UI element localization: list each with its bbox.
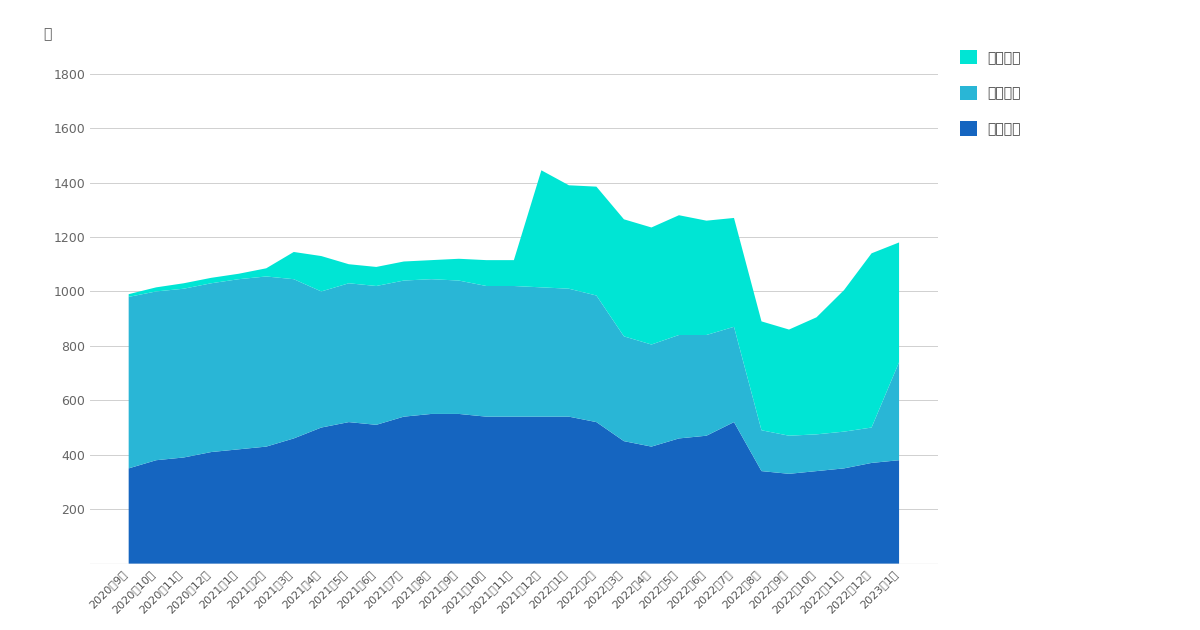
- Text: 万: 万: [43, 27, 52, 42]
- Legend: 投資合計, 保険合計, 現金合計: 投資合計, 保険合計, 現金合計: [953, 43, 1028, 143]
